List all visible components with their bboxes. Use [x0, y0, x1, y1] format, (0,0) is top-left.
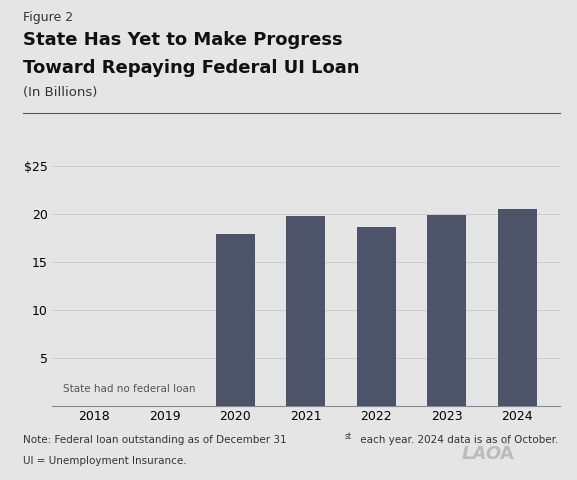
- Text: LAO: LAO: [462, 445, 502, 463]
- Text: UI = Unemployment Insurance.: UI = Unemployment Insurance.: [23, 456, 187, 466]
- Text: State had no federal loan: State had no federal loan: [63, 384, 196, 394]
- Bar: [286, 216, 325, 406]
- Text: Figure 2: Figure 2: [23, 11, 73, 24]
- Bar: [216, 234, 254, 406]
- Bar: [498, 209, 537, 406]
- Text: Ã: Ã: [500, 445, 514, 463]
- Text: each year. 2024 data is as of October.: each year. 2024 data is as of October.: [357, 435, 558, 445]
- Bar: [428, 215, 466, 406]
- Text: st: st: [345, 432, 352, 441]
- Text: State Has Yet to Make Progress: State Has Yet to Make Progress: [23, 31, 343, 49]
- Bar: [357, 227, 396, 406]
- Text: Toward Repaying Federal UI Loan: Toward Repaying Federal UI Loan: [23, 59, 359, 76]
- Text: Note: Federal loan outstanding as of December 31: Note: Federal loan outstanding as of Dec…: [23, 435, 287, 445]
- Text: (In Billions): (In Billions): [23, 86, 98, 99]
